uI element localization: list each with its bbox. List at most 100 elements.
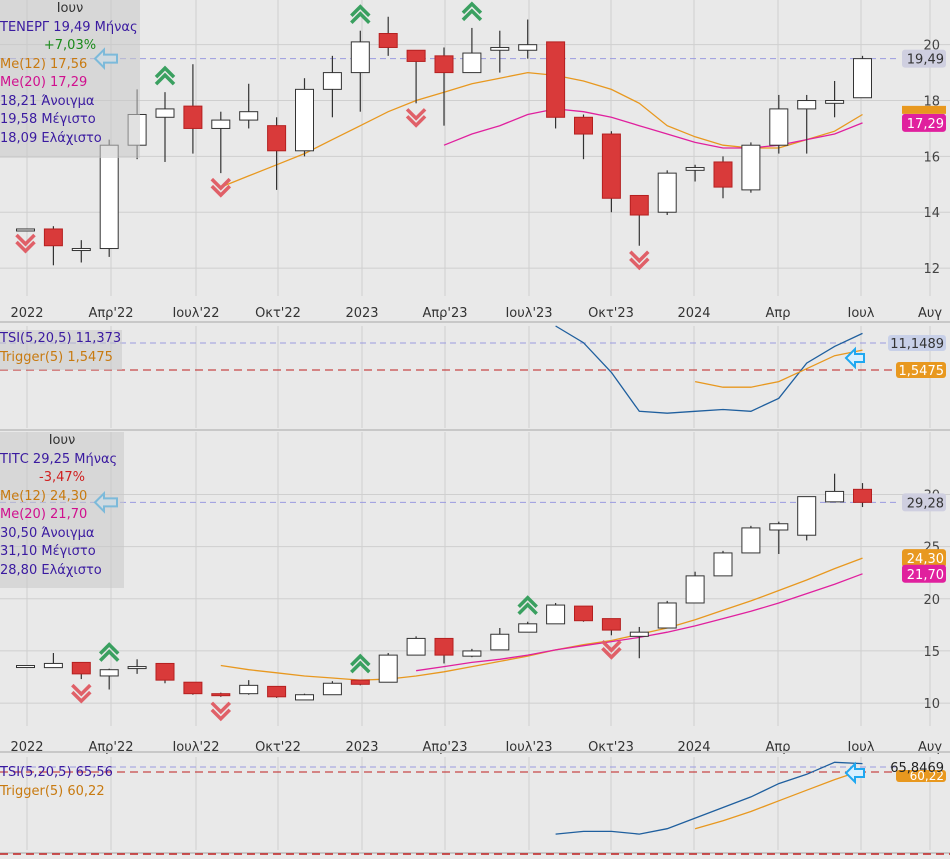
bottom-candle — [546, 604, 566, 625]
top-trigger-label: Trigger(5) 1,5475 — [0, 349, 113, 365]
top-tsi-info: TSI(5,20,5) 11,373 Trigger(5) 1,5475 — [0, 330, 122, 370]
bottom-candle — [406, 637, 426, 656]
down-signal-chevron-icon — [405, 108, 427, 128]
bottom-candle — [295, 694, 314, 701]
down-signal-chevron-icon — [629, 250, 650, 271]
top-y-tick-label: 16 — [923, 150, 940, 165]
top-tsi-tag-bg — [888, 335, 946, 351]
top-candle — [601, 133, 621, 199]
top-candle — [629, 194, 649, 216]
bottom-y-tick-label: 10 — [923, 697, 940, 712]
bottom-trigger-label: Trigger(5) 60,22 — [0, 783, 105, 799]
bottom-y-tick-label: 20 — [923, 593, 940, 608]
top-candle — [685, 167, 705, 171]
bottom-candle — [350, 679, 370, 685]
top-candle — [462, 52, 482, 74]
top-ma12: Me(12) 17,56 — [0, 56, 88, 72]
top-candle — [322, 72, 342, 90]
bottom-ma12-tag-bg — [902, 549, 946, 568]
top-x-tick-label: Απρ — [766, 306, 791, 321]
bottom-candle — [239, 684, 259, 695]
bottom-trigger-tag: 60,22 — [910, 769, 944, 783]
down-signal-chevron-icon — [601, 640, 622, 660]
top-candle — [853, 58, 872, 99]
top-x-tick-label: Αυγ — [918, 306, 942, 321]
top-ma20: Me(20) 17,29 — [0, 75, 88, 90]
bottom-candle — [99, 669, 119, 677]
top-title: ΤΕΝΕΡΓ 19,49 Μήνας — [0, 19, 138, 35]
top-candle — [769, 108, 789, 146]
top-x-tick-label: 2023 — [345, 306, 378, 321]
bottom-tsi-label: TSI(5,20,5) 65,56 — [0, 765, 113, 780]
up-signal-chevron-icon — [350, 653, 371, 674]
bottom-candle — [685, 575, 705, 604]
top-x-tick-label: Ιουλ'23 — [505, 306, 552, 321]
bottom-ma20-tag-bg — [902, 564, 946, 583]
top-tsi-line — [555, 325, 863, 414]
bottom-candle — [825, 490, 845, 503]
top-candle — [434, 55, 454, 74]
bottom-info-panel: Ιουν ΤΙΤC 29,25 Μήνας -3,47% Me(12) 24,3… — [0, 432, 124, 588]
bottom-title: ΤΙΤC 29,25 Μήνας — [0, 451, 118, 467]
top-candle — [797, 100, 817, 110]
top-high: 19,58 Μέγιστο — [0, 112, 96, 127]
bottom-candle — [71, 661, 91, 675]
bottom-open: 30,50 Άνοιγμα — [0, 525, 95, 541]
top-candle — [71, 248, 91, 252]
top-period: Ιουν — [56, 1, 84, 16]
top-candle — [295, 88, 314, 152]
top-x-tick-label: Οκτ'23 — [588, 306, 634, 321]
up-signal-chevron-icon — [517, 595, 538, 615]
top-info-panel: Ιουν ΤΕΝΕΡΓ 19,49 Μήνας +7,03% Me(12) 17… — [0, 0, 140, 158]
bottom-tsi-tag: 65,8469 — [890, 761, 944, 776]
top-tsi-left-arrow-icon — [844, 346, 865, 370]
bottom-ma12-tag: 24,30 — [907, 552, 944, 567]
down-signal-chevron-icon — [210, 701, 232, 722]
top-candle — [211, 119, 231, 129]
bottom-candle — [853, 488, 872, 503]
top-open: 18,21 Άνοιγμα — [0, 93, 95, 109]
bottom-candle — [601, 618, 621, 631]
top-candle — [713, 161, 733, 188]
down-signal-chevron-icon — [210, 177, 232, 198]
bottom-candle — [574, 605, 593, 622]
bottom-ma20-tag: 21,70 — [907, 568, 944, 583]
top-tsi-tag: 11,1489 — [890, 337, 944, 352]
top-candle — [183, 105, 203, 129]
top-ma20-tag-bg — [902, 113, 946, 132]
top-y-tick-label: 18 — [923, 95, 940, 110]
bottom-trigger-line — [694, 769, 863, 830]
top-candle — [741, 144, 761, 191]
bottom-period: Ιουν — [48, 433, 76, 448]
top-candle — [267, 125, 287, 152]
top-trigger-line — [694, 349, 863, 388]
top-candle — [155, 108, 175, 118]
bottom-candle — [434, 637, 454, 656]
bottom-last-price-tag-bg — [902, 493, 946, 512]
bottom-candle — [211, 693, 231, 697]
up-signal-chevron-icon — [461, 1, 483, 22]
top-trigger-tag-bg — [896, 362, 946, 378]
bottom-ma20: Me(20) 21,70 — [0, 507, 88, 522]
top-candle — [546, 41, 566, 118]
up-signal-chevron-icon — [350, 4, 371, 24]
top-x-tick-label: 2022 — [10, 306, 43, 321]
top-candle — [99, 144, 119, 250]
bottom-candle — [16, 665, 35, 669]
bottom-candle — [797, 496, 817, 536]
bottom-candle — [769, 523, 789, 531]
top-x-tick-label: Απρ'23 — [422, 306, 467, 321]
top-candle — [657, 172, 677, 213]
bottom-trigger-tag-bg — [896, 770, 946, 782]
bottom-low: 28,80 Ελάχιστο — [0, 562, 102, 578]
bottom-candle — [518, 623, 538, 633]
top-last-price-tag-bg — [902, 49, 946, 68]
top-candle — [518, 44, 538, 51]
top-candle — [825, 100, 845, 104]
bottom-change: -3,47% — [39, 470, 85, 485]
top-candle — [406, 49, 426, 62]
top-ma20-tag: 17,29 — [907, 117, 944, 132]
top-candle — [350, 41, 370, 74]
